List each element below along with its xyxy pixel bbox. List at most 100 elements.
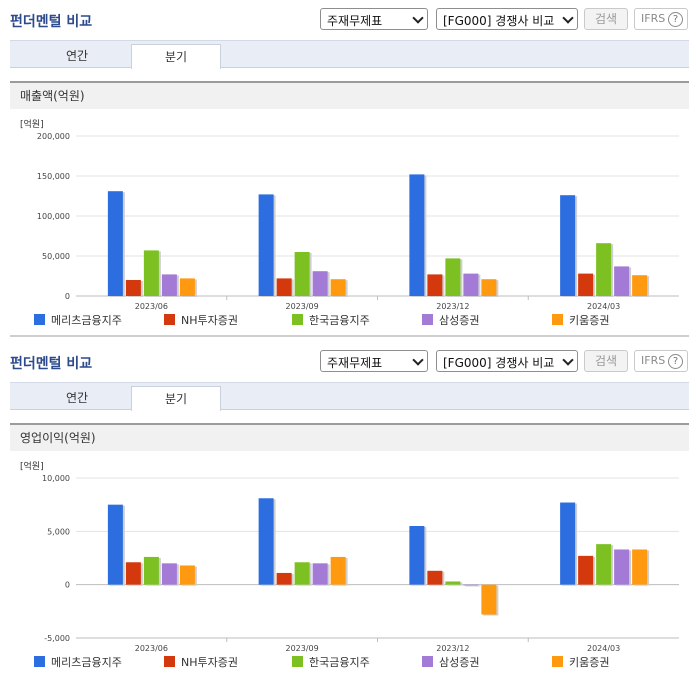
bar-0-1[interactable] (125, 562, 141, 585)
peer-select-value: [FG000] 경쟁사 비교 (443, 356, 555, 370)
bar-2-1[interactable] (427, 570, 443, 585)
bar-1-0[interactable] (258, 498, 274, 585)
bar-2-0[interactable] (409, 526, 425, 585)
y-tick-label: 50,000 (42, 252, 70, 261)
legend-swatch (164, 656, 175, 667)
ifrs-button[interactable]: IFRS ? (634, 350, 688, 372)
panel-title: 펀더멘털 비교 (10, 14, 93, 30)
bar-0-2[interactable] (143, 556, 159, 585)
legend-item[interactable]: 키움증권 (552, 312, 609, 328)
legend-item[interactable]: 한국금융지주 (292, 312, 370, 328)
legend-swatch (164, 314, 175, 325)
bar-0-2[interactable] (143, 250, 159, 296)
y-tick-label: 100,000 (37, 212, 70, 221)
search-button[interactable]: 검색 (584, 8, 628, 30)
help-icon[interactable]: ? (668, 354, 683, 369)
legend-item[interactable]: 삼성증권 (422, 654, 479, 670)
fundamental-panel-revenue: 펀더멘털 비교 주재무제표 [FG000] 경쟁사 비교 검색 IFRS ? 연… (10, 8, 689, 337)
legend-item[interactable]: 메리츠금융지주 (34, 654, 122, 670)
legend-label: 메리츠금융지주 (51, 314, 122, 327)
legend-item[interactable]: 메리츠금융지주 (34, 312, 122, 328)
ifrs-label: IFRS (641, 354, 666, 367)
legend-label: 한국금융지주 (309, 314, 370, 327)
revenue-bar-chart: 0 50,000 100,000 150,000 200,000 2023/06 2023/… (37, 132, 679, 311)
help-icon[interactable]: ? (668, 12, 683, 27)
bar-1-3[interactable] (312, 563, 328, 585)
x-category-label: 2023/12 (436, 644, 469, 653)
bar-2-4[interactable] (481, 584, 497, 615)
bar-1-4[interactable] (330, 556, 346, 585)
legend-label: 한국금융지주 (309, 656, 370, 669)
legend-swatch (34, 314, 45, 325)
bar-0-3[interactable] (161, 563, 177, 585)
bar-3-3[interactable] (614, 549, 630, 585)
legend-swatch (552, 314, 563, 325)
bar-3-0[interactable] (560, 502, 576, 585)
legend-item[interactable]: 한국금융지주 (292, 654, 370, 670)
legend-item[interactable]: NH투자증권 (164, 654, 238, 670)
legend-swatch (34, 656, 45, 667)
search-button[interactable]: 검색 (584, 350, 628, 372)
unit-label: [억원] (20, 462, 44, 472)
tab-annual[interactable]: 연간 (65, 49, 89, 63)
statement-select[interactable]: 주재무제표 (320, 8, 428, 30)
fundamental-panel-operating-profit: 펀더멘털 비교 주재무제표 [FG000] 경쟁사 비교 검색 IFRS ? 연… (0, 342, 696, 684)
x-category-label: 2024/03 (587, 302, 620, 311)
legend-swatch (552, 656, 563, 667)
statement-select[interactable]: 주재무제표 (320, 350, 428, 372)
bar-2-1[interactable] (427, 274, 443, 296)
bar-2-4[interactable] (481, 279, 497, 296)
bar-3-3[interactable] (614, 266, 630, 296)
x-category-label: 2024/03 (587, 644, 620, 653)
bar-3-4[interactable] (632, 275, 648, 296)
bar-1-2[interactable] (294, 562, 310, 585)
period-tabs: 연간 분기 (10, 382, 689, 411)
bar-0-1[interactable] (125, 280, 141, 296)
bar-1-1[interactable] (276, 278, 292, 296)
bar-3-2[interactable] (596, 544, 612, 585)
bar-0-4[interactable] (179, 278, 195, 296)
legend-item[interactable]: 삼성증권 (422, 312, 479, 328)
bar-3-4[interactable] (632, 549, 648, 585)
x-category-label: 2023/06 (135, 302, 168, 311)
statement-select-value: 주재무제표 (327, 14, 383, 28)
legend-item[interactable]: NH투자증권 (164, 312, 238, 328)
peer-select[interactable]: [FG000] 경쟁사 비교 (436, 8, 578, 30)
ifrs-label: IFRS (641, 12, 666, 25)
y-tick-label: 150,000 (37, 172, 70, 181)
bar-0-0[interactable] (107, 191, 123, 296)
bar-3-1[interactable] (578, 555, 594, 585)
bar-0-0[interactable] (107, 504, 123, 585)
bar-2-0[interactable] (409, 174, 425, 296)
bar-2-2[interactable] (445, 258, 461, 296)
bar-0-3[interactable] (161, 274, 177, 296)
bar-2-3[interactable] (463, 273, 479, 296)
y-tick-label: 5,000 (47, 527, 70, 536)
unit-label: [억원] (20, 120, 44, 130)
bar-1-3[interactable] (312, 271, 328, 296)
bar-1-2[interactable] (294, 252, 310, 296)
bar-1-1[interactable] (276, 572, 292, 585)
tab-quarter[interactable]: 분기 (131, 44, 221, 69)
bar-1-4[interactable] (330, 279, 346, 296)
tab-annual[interactable]: 연간 (65, 391, 89, 405)
x-category-label: 2023/09 (286, 302, 319, 311)
bar-1-0[interactable] (258, 194, 274, 296)
peer-select[interactable]: [FG000] 경쟁사 비교 (436, 350, 578, 372)
legend-label: 키움증권 (569, 656, 610, 669)
bar-3-2[interactable] (596, 243, 612, 296)
bar-0-4[interactable] (179, 565, 195, 585)
period-tabs: 연간 분기 (10, 40, 689, 69)
legend-item[interactable]: 키움증권 (552, 654, 609, 670)
bar-3-1[interactable] (578, 273, 594, 296)
legend-label: 메리츠금융지주 (51, 656, 122, 669)
bar-2-2[interactable] (445, 581, 461, 585)
bar-3-0[interactable] (560, 195, 576, 296)
y-tick-label: -5,000 (44, 634, 70, 643)
legend-swatch (422, 656, 433, 667)
operating-profit-bar-chart: -5,000 0 5,000 10,000 2023/06 2023/09 2023/12 2… (42, 474, 679, 653)
ifrs-button[interactable]: IFRS ? (634, 8, 688, 30)
legend-label: 키움증권 (569, 314, 610, 327)
tab-quarter[interactable]: 분기 (131, 386, 221, 411)
bar-2-3[interactable] (463, 584, 479, 586)
